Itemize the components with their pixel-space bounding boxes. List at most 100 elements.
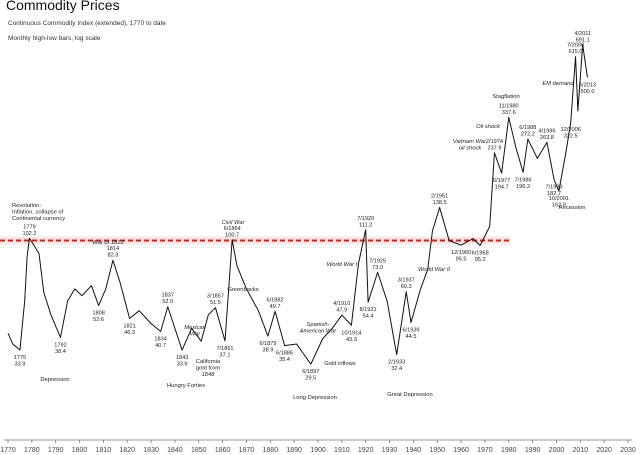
point-value: 32.4 (391, 366, 402, 372)
annotation: Oil shock (476, 124, 501, 130)
annotation: Vietnam War,oil shock (453, 139, 488, 152)
point-value: 38.9 (262, 348, 273, 354)
point-date: 2/1974 (486, 139, 503, 145)
point-date: 1814 (107, 246, 119, 252)
point-value: 47.9 (336, 308, 347, 314)
annotation: Recession (558, 205, 585, 211)
point-date: 7/1925 (369, 258, 386, 264)
annotation-text: Depression (40, 377, 69, 383)
point-value: 73.0 (372, 265, 383, 271)
point-value: 43.3 (346, 337, 357, 343)
annotation-text: 1848 (202, 372, 215, 378)
point-value: 182.7 (547, 191, 561, 197)
x-tick-label: 1940 (406, 447, 422, 454)
annotation: Revolution:Inflation, collapse ofContine… (12, 203, 65, 222)
point-date: 2/1951 (431, 194, 448, 200)
point-value: 272.2 (521, 132, 535, 138)
x-tick-label: 1990 (525, 447, 541, 454)
x-tick-label: 1970 (477, 447, 493, 454)
point-date: 7/2008 (567, 43, 584, 49)
chart-subtitle: Continuous Commodity Index (extended), 1… (8, 20, 166, 27)
point-date: 8/1921 (360, 307, 377, 313)
annotation: World War I (327, 262, 358, 268)
point-date: 6/1897 (302, 369, 319, 375)
annotation-text: Civil War (221, 220, 245, 226)
x-tick-label: 1920 (358, 447, 374, 454)
annotation: Long Depression (293, 395, 337, 401)
annotation-text: Long Depression (293, 395, 337, 401)
point-date: 6/1882 (267, 297, 284, 303)
annotation-text: Inflation, collapse of (12, 210, 64, 216)
annotation: World War II (418, 267, 450, 273)
point-value: 52.6 (93, 317, 104, 323)
price-line (7, 44, 588, 365)
annotation: Spanish-American War (299, 322, 338, 335)
annotation-text: World War I (327, 262, 358, 268)
point-date: 1775 (14, 355, 26, 361)
point-value: 111.2 (359, 222, 372, 228)
chart-title: Commodity Prices (6, 0, 120, 13)
point-value: 95.2 (475, 257, 486, 263)
point-value: 54.4 (363, 314, 374, 320)
annotation-text: War (190, 332, 202, 338)
point-date: 7/1920 (357, 216, 374, 222)
x-tick-label: 1980 (501, 447, 517, 454)
point-date: 12/1960 (451, 250, 471, 256)
annotation: Hungry Forties (167, 383, 205, 389)
point-value: 138.5 (433, 200, 447, 206)
point-value: 237.9 (487, 145, 501, 151)
point-value: 60.3 (401, 284, 412, 290)
annotation-text: oil shock (459, 146, 483, 152)
annotation-text: Stagflation (492, 94, 519, 100)
point-value: 322.5 (564, 133, 578, 139)
annotation-text: California (196, 359, 221, 365)
point-date: 6/1988 (519, 125, 536, 131)
point-date: 1834 (154, 337, 166, 343)
annotation: Gold inflows (324, 361, 356, 367)
x-tick-label: 1910 (334, 447, 350, 454)
annotation-text: Recession (558, 205, 585, 211)
annotation-text: Vietnam War, (453, 139, 488, 145)
point-value: 29.5 (305, 376, 316, 382)
x-tick-label: 1870 (239, 447, 255, 454)
point-value: 52.0 (162, 299, 173, 305)
annotation: Greenbacks (227, 287, 258, 293)
point-date: 1837 (162, 293, 174, 299)
point-date: 10/1914 (341, 330, 361, 336)
point-value: 100.7 (225, 232, 239, 238)
point-value: 46.3 (124, 330, 135, 336)
point-value: 44.5 (406, 334, 417, 340)
point-date: 10/2001 (549, 196, 569, 202)
reference-band (0, 236, 510, 245)
point-value: 500.0 (580, 89, 594, 95)
annotation: Civil War (221, 220, 245, 226)
point-value: 337.6 (502, 110, 516, 116)
point-value: 194.7 (495, 185, 509, 191)
x-tick-label: 1820 (119, 447, 135, 454)
x-tick-label: 1950 (429, 447, 445, 454)
x-tick-label: 2000 (549, 447, 565, 454)
point-date: 1843 (176, 355, 188, 361)
point-value: 35.4 (279, 357, 290, 363)
point-date: 6/1864 (224, 226, 241, 232)
annotation-text: Spanish- (307, 322, 330, 328)
point-date: 6/1879 (259, 341, 276, 347)
